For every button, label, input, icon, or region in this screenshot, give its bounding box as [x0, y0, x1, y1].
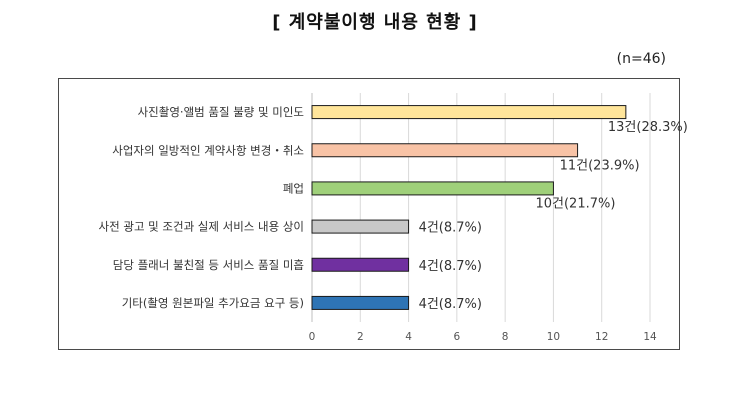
data-label: 4건(8.7%) [419, 297, 482, 312]
data-label: 4건(8.7%) [419, 259, 482, 274]
x-tick-label: 8 [502, 331, 509, 343]
category-label: 사진촬영·앨범 품질 불량 및 미인도 [138, 105, 304, 119]
x-tick-label: 14 [643, 331, 657, 343]
sample-size-label: (n=46) [616, 51, 666, 67]
bar [311, 295, 410, 310]
category-label: 폐업 [283, 181, 304, 195]
bar [311, 105, 627, 120]
x-tick-label: 6 [454, 331, 461, 343]
data-label: 11건(23.9%) [560, 158, 640, 173]
category-label: 사전 광고 및 조건과 실제 서비스 내용 상이 [99, 220, 304, 234]
data-label: 10건(21.7%) [535, 196, 615, 211]
x-tick-label: 4 [405, 331, 412, 343]
x-tick-label: 12 [595, 331, 608, 343]
category-label: 담당 플래너 불친절 등 서비스 품질 미흡 [113, 258, 304, 272]
bar [311, 143, 579, 158]
x-tick-label: 2 [357, 331, 364, 343]
x-tick-label: 10 [547, 331, 560, 343]
chart-frame [58, 78, 680, 350]
data-label: 13건(28.3%) [608, 120, 688, 135]
category-label: 기타(촬영 원본파일 추가요금 요구 등) [122, 296, 304, 310]
data-label: 4건(8.7%) [419, 221, 482, 236]
bar [311, 181, 554, 196]
x-tick-label: 0 [309, 331, 316, 343]
category-label: 사업자의 일방적인 계약사항 변경・취소 [112, 143, 304, 157]
bar [311, 257, 410, 272]
bar [311, 219, 410, 234]
chart-title: [ 계약불이행 내용 현황 ] [272, 12, 478, 33]
